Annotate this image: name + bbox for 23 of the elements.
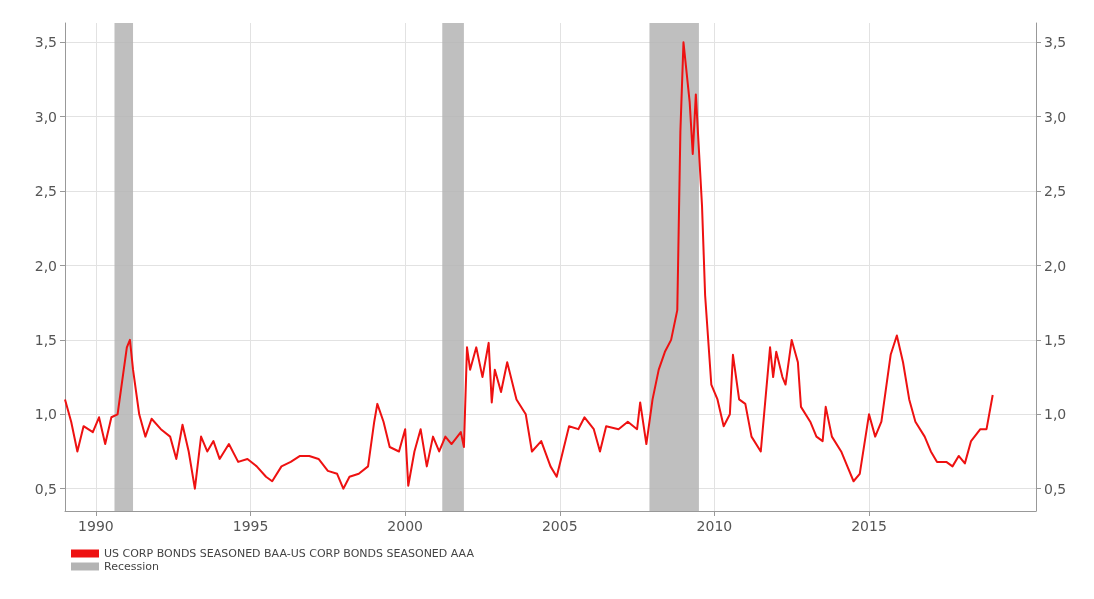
- y-tick-label: 2,5: [34, 183, 57, 200]
- y2-tick-label: 1,0: [1044, 406, 1067, 423]
- x-tick-label: 1995: [232, 518, 269, 534]
- y2-tick-label: 3,0: [1044, 108, 1067, 125]
- y2-tick-label: 2,5: [1044, 183, 1067, 200]
- y-tick-label: 3,5: [34, 34, 57, 51]
- y-tick-label: 1,0: [34, 406, 57, 423]
- y2-tick-label: 1,5: [1044, 331, 1067, 348]
- y-tick-label: 0,5: [34, 480, 57, 497]
- y2-tick-label: 2,0: [1044, 257, 1067, 274]
- y2-tick-label: 3,5: [1044, 34, 1067, 51]
- x-tick-label: 2005: [541, 518, 578, 534]
- x-tick-label: 2010: [696, 518, 733, 534]
- y-tick-label: 2,0: [34, 257, 57, 274]
- y-tick-label: 1,5: [34, 331, 57, 348]
- x-tick-label: 2015: [851, 518, 887, 534]
- x-tick-label: 2000: [387, 518, 423, 534]
- x-tick-label: 1990: [78, 518, 114, 534]
- legend-label: US CORP BONDS SEASONED BAA-US CORP BONDS SEASONED AAA: [104, 547, 475, 560]
- line-series: [64, 41, 994, 490]
- y2-tick-label: 0,5: [1044, 480, 1067, 497]
- legend-label: Recession: [104, 560, 159, 573]
- y-tick-label: 3,0: [34, 108, 57, 125]
